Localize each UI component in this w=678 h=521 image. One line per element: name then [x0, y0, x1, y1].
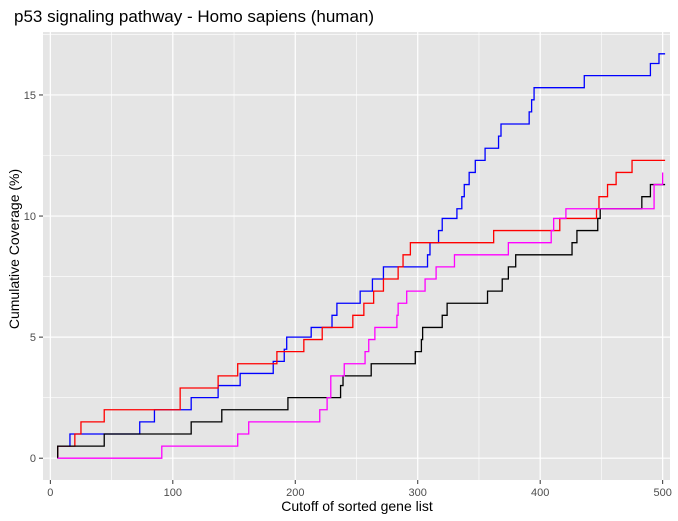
x-axis: 0 100 200 300 400 500 — [47, 480, 672, 499]
y-tick-label: 5 — [30, 332, 36, 344]
x-tick-label: 200 — [286, 487, 304, 499]
y-axis-title: Cumulative Coverage (%) — [6, 169, 22, 329]
series-line-1 — [57, 53, 666, 459]
y-tick-label: 0 — [30, 453, 36, 465]
y-axis: 0 5 10 15 — [24, 90, 43, 465]
series-line-3 — [57, 183, 666, 459]
x-tick-label: 0 — [47, 487, 53, 499]
x-axis-title: Cutoff of sorted gene list — [281, 498, 433, 514]
x-tick-label: 300 — [409, 487, 427, 499]
series-line-4 — [57, 172, 664, 459]
y-tick-label: 15 — [24, 90, 36, 102]
x-tick-label: 100 — [164, 487, 182, 499]
series-layer — [57, 53, 666, 459]
x-tick-label: 500 — [653, 487, 671, 499]
x-tick-label: 400 — [531, 487, 549, 499]
y-tick-label: 10 — [24, 211, 36, 223]
grid-minor — [43, 32, 670, 480]
chart-title: p53 signaling pathway - Homo sapiens (hu… — [14, 7, 374, 26]
